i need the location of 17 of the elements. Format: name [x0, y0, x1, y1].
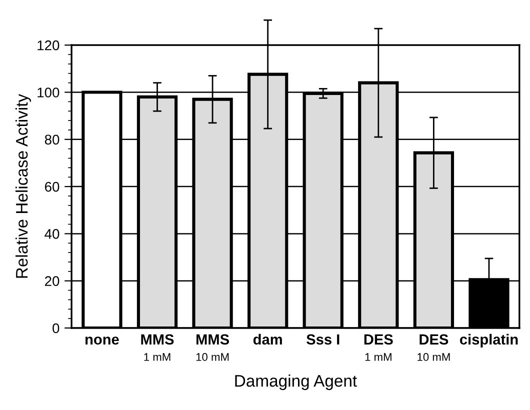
y-tick-label: 100	[38, 88, 60, 98]
x-tick-label: cisplatin	[460, 334, 518, 348]
y-axis-title: Relative Helicase Activity	[15, 94, 32, 278]
x-tick-label: MMS 1 mM	[141, 334, 174, 361]
x-tick-label: none	[86, 336, 119, 345]
x-tick-label: DES 10 mM	[418, 334, 450, 361]
y-tick-label: 40	[44, 229, 60, 239]
y-tick-label: 60	[45, 182, 60, 192]
y-tick-label: 80	[44, 134, 60, 145]
y-tick-label: 20	[44, 276, 60, 286]
y-tick-label: 0	[52, 323, 60, 334]
x-tick-label: dam	[253, 334, 282, 345]
x-tick-label: MMS 10 mM	[196, 334, 229, 361]
x-tick-label: DES 1 mM	[364, 334, 393, 361]
x-axis-title: Damaging Agent	[235, 374, 357, 390]
x-tick-label: Sss I	[306, 334, 340, 345]
y-tick-label: 120	[38, 40, 60, 50]
